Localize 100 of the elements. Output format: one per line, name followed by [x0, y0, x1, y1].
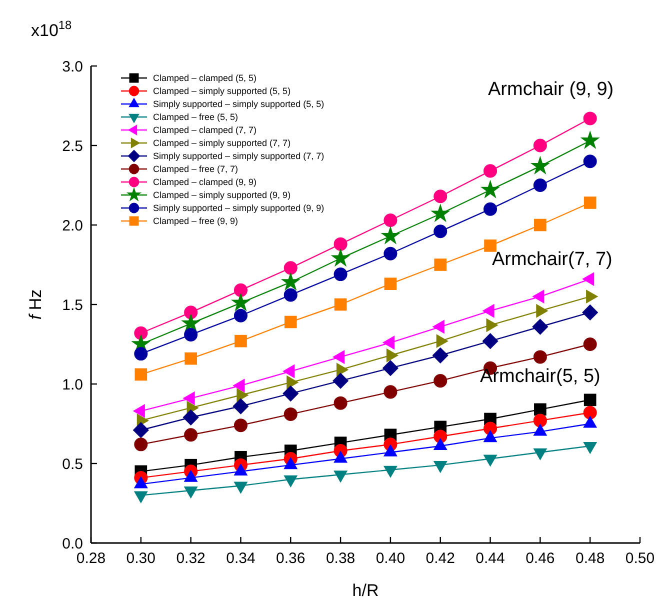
x-tick-label: 0.38 — [326, 550, 356, 567]
point — [134, 347, 148, 361]
point — [380, 226, 400, 244]
point — [332, 372, 349, 389]
point — [434, 430, 448, 444]
point — [583, 406, 597, 420]
point — [334, 237, 348, 251]
point — [334, 396, 348, 410]
point — [580, 130, 600, 150]
point — [384, 246, 398, 260]
point — [582, 304, 598, 321]
point — [532, 318, 548, 335]
x-tick-label: 0.30 — [126, 550, 156, 567]
legend-label: Clamped – free (9, 9) — [153, 216, 238, 226]
point — [181, 313, 201, 332]
y-tick-label: 2.5 — [62, 138, 83, 155]
point — [533, 414, 547, 428]
point — [184, 306, 198, 320]
point — [384, 213, 398, 227]
text: x10$^{18}$ — [31, 18, 72, 40]
point — [334, 298, 347, 311]
legend-label: Clamped – clamped (5, 5) — [153, 73, 257, 84]
point — [134, 326, 148, 340]
point — [434, 224, 448, 238]
x-tick-label: 0.42 — [426, 550, 455, 567]
point — [234, 418, 248, 432]
point — [132, 422, 149, 438]
x-tick-label: 0.44 — [476, 550, 505, 567]
point — [584, 196, 596, 209]
point — [530, 156, 550, 174]
annotation: Armchair (9, 9) — [488, 79, 614, 100]
x-tick-label: 0.32 — [176, 550, 206, 567]
point — [583, 154, 597, 168]
legend-label: Simply supported – simply supported (7, 7) — [153, 151, 324, 162]
point — [184, 328, 198, 342]
point — [382, 360, 399, 376]
point — [230, 292, 250, 312]
point — [534, 403, 546, 416]
point — [534, 218, 546, 232]
point — [284, 261, 298, 275]
legend-label: Simply supported – simply supported (9, 9) — [153, 203, 324, 214]
x-tick-label: 0.36 — [276, 550, 306, 567]
point — [434, 190, 448, 204]
y-tick-label: 0.0 — [62, 535, 83, 552]
point — [184, 352, 197, 365]
legend-label: Clamped – free (5, 5) — [153, 112, 238, 122]
y-tick-label: 1.0 — [62, 376, 83, 394]
y-axis-title: f Hz — [26, 289, 45, 320]
x-tick-label: 0.46 — [526, 550, 555, 567]
point — [284, 288, 298, 302]
y-tick-label: 1.5 — [62, 296, 83, 314]
point — [583, 338, 597, 351]
point — [284, 407, 298, 421]
point — [434, 258, 447, 271]
point — [533, 178, 547, 192]
point — [533, 138, 547, 152]
point — [182, 409, 199, 426]
point — [282, 385, 299, 402]
point — [234, 283, 248, 297]
annotation: Armchair(7, 7) — [492, 249, 612, 270]
point — [434, 374, 448, 388]
legend-label: Clamped – clamped (9, 9) — [153, 177, 257, 188]
x-tick-label: 0.28 — [76, 550, 106, 567]
x-axis-title: h/R — [352, 581, 379, 600]
legend-label: Clamped – simply supported (7, 7) — [153, 138, 291, 148]
legend-label: Simply supported – simply supported (5, 5) — [153, 99, 324, 110]
point — [583, 112, 597, 126]
legend-label: Clamped – clamped (7, 7) — [153, 125, 257, 136]
point — [384, 278, 397, 290]
x-tick-label: 0.40 — [376, 550, 406, 567]
point — [334, 268, 348, 282]
point — [384, 385, 398, 399]
point — [280, 272, 300, 291]
legend-label: Clamped – free (7, 7) — [153, 164, 238, 174]
legend-label: Clamped – simply supported (5, 5) — [153, 86, 291, 96]
point — [430, 204, 450, 222]
point — [480, 180, 500, 198]
point — [484, 202, 498, 216]
point — [533, 350, 547, 364]
y-tick-label: 0.5 — [62, 456, 83, 473]
y-tick-label: 3.0 — [62, 58, 83, 76]
x-tick-label: 0.50 — [625, 550, 655, 567]
point — [584, 394, 596, 406]
y-tick-label: 2.0 — [62, 217, 83, 234]
point — [482, 333, 498, 350]
point — [184, 428, 198, 442]
point — [432, 347, 448, 364]
point — [134, 438, 148, 452]
point — [330, 248, 350, 267]
point — [234, 308, 248, 322]
point — [484, 240, 496, 252]
point — [284, 316, 297, 328]
x-tick-label: 0.34 — [226, 550, 256, 567]
point — [134, 368, 148, 381]
point — [484, 164, 498, 178]
point — [232, 398, 249, 414]
annotation: Armchair(5, 5) — [480, 366, 600, 387]
x-tick-label: 0.48 — [575, 550, 605, 567]
legend-label: Clamped – simply supported (9, 9) — [153, 190, 291, 200]
point — [234, 334, 247, 348]
